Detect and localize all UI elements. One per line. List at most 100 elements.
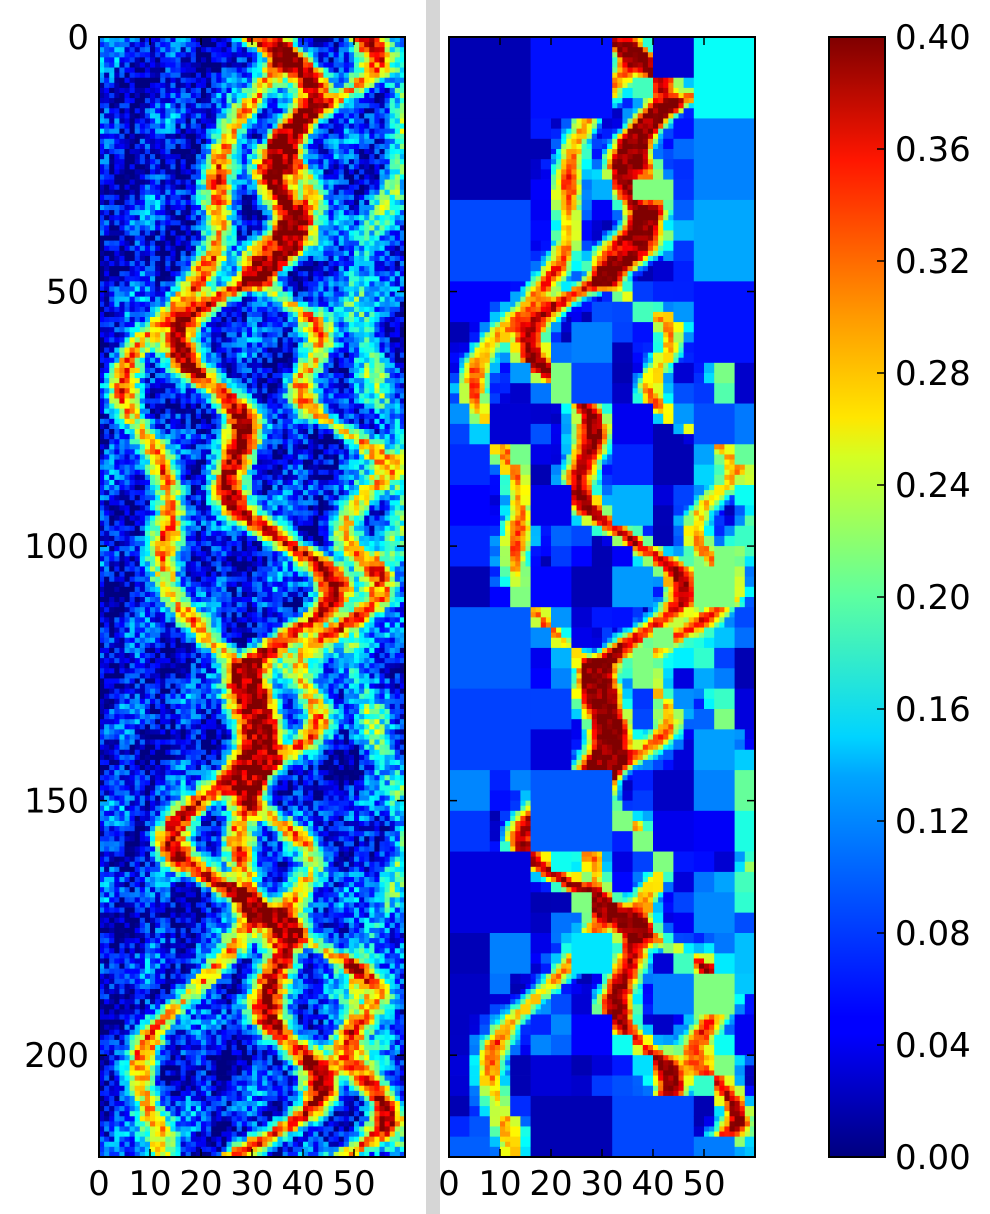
heatmap-left-cell [134,454,141,460]
heatmap-left-cell [252,347,258,354]
heatmap-left-cell [246,255,253,262]
heatmap-left-cell [211,189,217,196]
heatmap-left-cell [359,418,365,425]
heatmap-left-cell [109,138,115,145]
heatmap-left-cell [379,138,385,145]
heatmap-left-cell [399,245,405,252]
heatmap-left-cell [144,296,151,303]
heatmap-left-cell [221,82,227,89]
heatmap-left-cell [109,403,115,410]
heatmap-left-cell [333,57,340,63]
heatmap-left-cell [216,347,222,354]
heatmap-left-cell [109,362,115,369]
heatmap-left-cell [134,245,141,252]
heatmap-left-cell [185,87,192,94]
heatmap-left-cell [282,87,289,94]
heatmap-left-cell [297,347,304,354]
heatmap-left-cell [394,296,401,303]
heatmap-left-cell [150,220,156,226]
heatmap-left-cell [287,291,294,298]
heatmap-left-cell [364,42,370,48]
heatmap-left-cell [308,93,314,99]
heatmap-left-cell [109,133,115,140]
heatmap-left-cell [262,423,268,430]
heatmap-left-cell [216,266,222,272]
heatmap-left-cell [379,255,385,262]
heatmap-left-cell [109,123,115,130]
heatmap-left-cell [359,449,365,455]
heatmap-left-cell [323,103,329,109]
heatmap-left-cell [354,357,360,364]
heatmap-left-cell [124,337,130,343]
heatmap-left-cell [206,143,212,150]
heatmap-left-cell [226,276,232,282]
heatmap-left-cell [201,367,207,374]
heatmap-left-cell [379,235,385,242]
heatmap-left-cell [262,245,268,252]
heatmap-left-cell [124,52,130,58]
heatmap-left-cell [394,169,401,175]
heatmap-left-cell [354,118,360,124]
heatmap-left-cell [379,240,385,247]
heatmap-left-cell [109,62,115,68]
heatmap-left-cell [384,296,391,303]
heatmap-left-cell [323,154,329,160]
heatmap-left-cell [282,444,289,450]
heatmap-left-cell [155,373,161,379]
heatmap-left-cell [211,210,217,216]
heatmap-left-cell [236,82,243,89]
heatmap-left-cell [338,62,345,68]
heatmap-left-cell [267,352,273,359]
heatmap-left-cell [134,143,141,150]
heatmap-left-cell [364,449,370,455]
heatmap-left-cell [236,72,243,79]
heatmap-left-cell [236,398,243,404]
heatmap-left-cell [155,352,161,359]
heatmap-left-cell [333,388,340,394]
heatmap-left-cell [374,337,380,343]
heatmap-left-cell [175,123,181,130]
heatmap-left-cell [328,281,334,287]
heatmap-left-cell [144,42,151,48]
heatmap-left-cell [292,199,299,206]
heatmap-left-cell [129,429,136,435]
heatmap-left-cell [364,434,370,440]
heatmap-left-cell [323,388,329,394]
heatmap-left-cell [354,250,360,257]
heatmap-left-cell [119,362,125,369]
heatmap-left-cell [119,103,125,109]
heatmap-left-cell [318,230,324,236]
heatmap-left-cell [211,42,217,48]
heatmap-left-cell [236,383,243,389]
heatmap-left-cell [241,266,248,272]
heatmap-left-cell [394,103,401,109]
heatmap-left-cell [175,434,181,440]
heatmap-left-cell [394,418,401,425]
heatmap-left-cell [348,276,355,282]
heatmap-left-cell [308,439,314,445]
heatmap-left-cell [241,454,248,460]
heatmap-left-cell [231,42,238,48]
heatmap-left-cell [246,352,253,359]
heatmap-left-cell [364,337,370,343]
heatmap-left-cell [155,210,161,216]
heatmap-left-cell [124,271,130,277]
heatmap-left-cell [297,444,304,450]
heatmap-left-cell [104,403,110,410]
heatmap-left-cell [190,133,197,140]
heatmap-left-cell [399,423,405,430]
heatmap-left-cell [282,42,289,48]
heatmap-left-cell [160,108,166,114]
heatmap-left-cell [257,393,263,399]
heatmap-left-cell [129,113,136,119]
heatmap-left-cell [379,408,385,415]
heatmap-left-cell [129,93,136,99]
heatmap-left-cell [129,199,136,206]
heatmap-left-cell [241,103,248,109]
heatmap-left-cell [328,98,334,104]
heatmap-left-cell [144,337,151,343]
heatmap-left-cell [160,210,166,216]
heatmap-left-cell [221,362,227,369]
heatmap-left-cell [155,276,161,282]
heatmap-left-cell [206,199,212,206]
